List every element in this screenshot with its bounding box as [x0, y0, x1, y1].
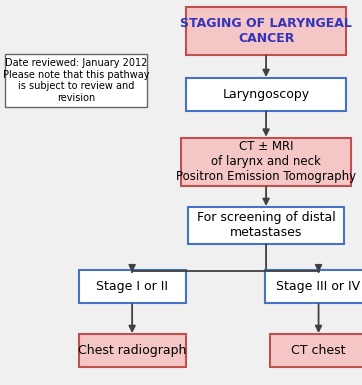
Text: For screening of distal
metastases: For screening of distal metastases: [197, 211, 336, 239]
FancyBboxPatch shape: [79, 270, 185, 303]
FancyBboxPatch shape: [79, 334, 185, 367]
Text: Laryngoscopy: Laryngoscopy: [223, 88, 310, 101]
Text: STAGING OF LARYNGEAL
CANCER: STAGING OF LARYNGEAL CANCER: [180, 17, 352, 45]
Text: Chest radiograph: Chest radiograph: [78, 344, 186, 357]
FancyBboxPatch shape: [186, 78, 346, 111]
Text: Stage III or IV: Stage III or IV: [277, 280, 361, 293]
FancyBboxPatch shape: [5, 54, 147, 107]
FancyBboxPatch shape: [181, 138, 351, 186]
Text: Stage I or II: Stage I or II: [96, 280, 168, 293]
FancyBboxPatch shape: [188, 207, 344, 243]
Text: CT ± MRI
of larynx and neck
Positron Emission Tomography: CT ± MRI of larynx and neck Positron Emi…: [176, 140, 356, 183]
Text: Date reviewed: January 2012
Please note that this pathway
is subject to review a: Date reviewed: January 2012 Please note …: [3, 58, 149, 103]
FancyBboxPatch shape: [270, 334, 362, 367]
Text: CT chest: CT chest: [291, 344, 346, 357]
FancyBboxPatch shape: [265, 270, 362, 303]
FancyBboxPatch shape: [186, 7, 346, 55]
